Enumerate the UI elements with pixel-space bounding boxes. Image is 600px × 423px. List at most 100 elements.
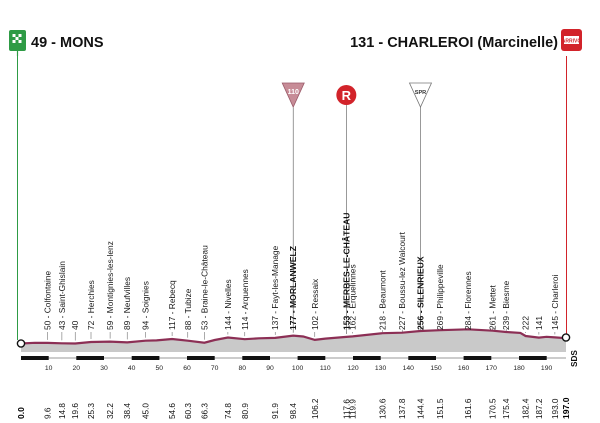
place-label: 137 - Fayt-les-Manage <box>270 245 280 330</box>
km-label: 0.0 <box>16 407 26 419</box>
place-label: 256 - SILENRIEUX <box>416 256 426 330</box>
place-label: 89 - Neufvilles <box>122 277 132 330</box>
place-label: 153 - MERBES-LE-CHÂTEAU <box>340 213 351 330</box>
scale-tick-label: 130 <box>375 365 387 372</box>
scale-tick-label: 120 <box>347 365 359 372</box>
scale-tick-label: 80 <box>239 365 247 372</box>
km-label: 182.4 <box>522 398 531 419</box>
place-label: 53 - Braine-le-Château <box>199 245 209 330</box>
finish-flag-icon: ARRIVO <box>561 29 582 51</box>
place-label: 72 - Herchies <box>86 280 96 330</box>
km-label: 175.4 <box>502 398 511 419</box>
km-label: 66.3 <box>200 403 209 419</box>
scale-tick-label: 70 <box>211 365 219 372</box>
km-label: 14.8 <box>58 403 67 419</box>
feed-zone-marker: R <box>336 85 357 105</box>
place-label: 117 - Rebecq <box>167 280 177 330</box>
elevation-profile-line <box>20 328 567 345</box>
place-label: 59 - Montignies-les-lenz <box>105 241 115 330</box>
scale-tick-label: 150 <box>430 365 442 372</box>
place-label: 40 <box>70 320 80 330</box>
place-leader-lines <box>47 105 556 341</box>
scale-tick-label: 20 <box>73 365 81 372</box>
place-label: 114 - Arquennes <box>240 269 250 330</box>
km-label: 130.6 <box>378 398 387 419</box>
km-label: 170.5 <box>489 398 498 419</box>
place-label: 284 - Florennes <box>463 271 473 330</box>
place-label: 102 - Ressaix <box>310 278 320 330</box>
place-label: 162 - Erquelinnes <box>348 264 358 330</box>
place-label: 50 - Colfontaine <box>43 271 53 330</box>
scale-tick-label: 50 <box>156 365 164 372</box>
km-label: 74.8 <box>224 403 233 419</box>
sprint-marker: SPR <box>408 82 433 108</box>
scale-tick-label: 60 <box>183 365 191 372</box>
start-point-dot <box>16 339 26 348</box>
km-label: 91.9 <box>271 403 280 419</box>
scale-segment <box>21 356 49 360</box>
place-label: 141 <box>534 316 544 330</box>
scale-segment <box>353 356 381 360</box>
place-label: 88 - Tubize <box>183 288 193 330</box>
km-label: 80.9 <box>241 403 250 419</box>
scale-tick-label: 90 <box>266 365 274 372</box>
scale-tick-label: 180 <box>513 365 525 372</box>
km-label: 117.6 <box>342 399 351 419</box>
place-label: 177 - MORLANWELZ <box>288 246 298 330</box>
scale-tick-label: 110 <box>320 365 331 372</box>
elevation-profile-area <box>21 329 566 352</box>
finish-point-dot <box>561 333 571 342</box>
scale-tick-label: 10 <box>45 365 53 372</box>
km-label: 9.6 <box>44 407 53 419</box>
scale-tick-label: 140 <box>403 365 415 372</box>
scale-segment <box>519 356 547 360</box>
scale-tick-label: 40 <box>128 365 136 372</box>
km-label: 45.0 <box>142 403 151 419</box>
climb-marker: 110 <box>281 82 305 108</box>
km-label: 119.9 <box>349 399 358 419</box>
scale-segment <box>463 356 492 360</box>
distance-scale-bar: 10 20 30 40 50 60 70 80 90 100 110 120 130 140 150 160 1… <box>21 356 566 372</box>
finish-location-label: 131 - CHARLEROI (Marcinelle) <box>350 35 558 51</box>
place-label: 269 - Philippeville <box>435 264 445 330</box>
scale-tick-label: 30 <box>100 365 108 372</box>
scale-segment <box>131 356 160 360</box>
place-label: 261 - Mettet <box>488 285 498 330</box>
km-label: 25.3 <box>87 403 96 419</box>
climb-marker-text: 110 <box>288 89 299 96</box>
km-label: 144.4 <box>417 398 426 419</box>
km-label: 137.8 <box>398 398 407 419</box>
place-label: 227 - Boussu-lez Walcourt <box>397 231 407 330</box>
km-label: 193.0 <box>551 398 560 419</box>
scale-segment <box>408 356 436 360</box>
start-flag-icon <box>9 30 26 56</box>
place-label: 94 - Soignies <box>141 281 151 330</box>
place-label: 144 - Nivelles <box>223 279 233 330</box>
scale-segment <box>297 356 326 360</box>
km-label: 32.2 <box>106 403 115 419</box>
km-label: 106.2 <box>311 398 320 419</box>
feed-zone-marker-text: R <box>342 88 352 103</box>
km-label: 197.0 <box>561 397 571 419</box>
scale-tick-label: 100 <box>292 365 304 372</box>
km-label: 19.6 <box>71 403 80 419</box>
km-label: 38.4 <box>123 403 132 419</box>
scale-tick-label: 170 <box>486 365 498 372</box>
km-label: 161.6 <box>464 398 473 419</box>
scale-segment <box>76 356 104 360</box>
km-label: 151.5 <box>436 398 445 419</box>
place-labels: 50 - Colfontaine 43 - Saint-Ghislain 40 72 … <box>43 213 560 330</box>
km-labels: 0.0 9.6 14.8 19.6 25.3 32.2 38.4 45.0 54.6 60.3 66… <box>16 397 571 419</box>
km-label: 60.3 <box>184 403 193 419</box>
scale-tick-label: 160 <box>458 365 470 372</box>
scale-segment <box>242 356 270 360</box>
place-label: 145 - Charleroi <box>550 274 560 330</box>
finish-badge-text: ARRIVO <box>562 38 582 44</box>
place-label: 43 - Saint-Ghislain <box>57 261 67 330</box>
place-label: 239 - Biesme <box>501 280 511 330</box>
scale-segment <box>187 356 215 360</box>
place-label: 218 - Beaumont <box>377 270 387 330</box>
scale-tick-label: 190 <box>541 365 553 372</box>
km-label: 54.6 <box>168 403 177 419</box>
